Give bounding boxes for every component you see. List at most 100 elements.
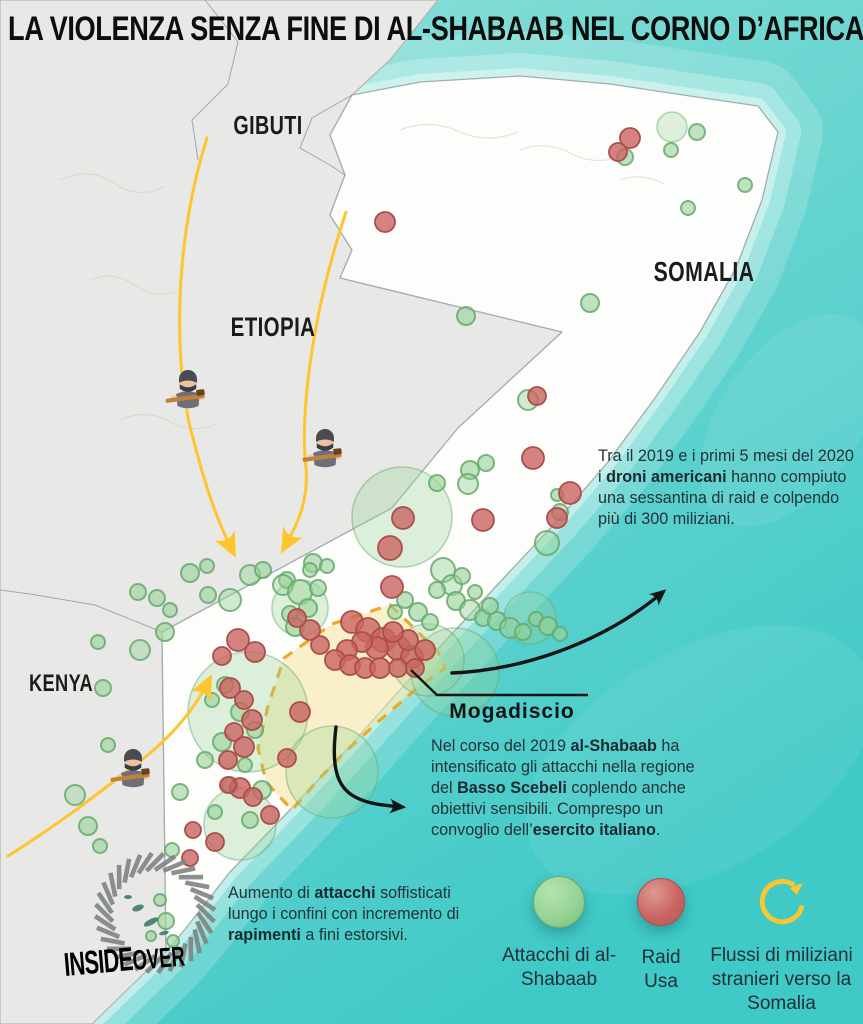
country-label-gibuti: GIBUTI	[233, 110, 303, 140]
attack-marker	[663, 142, 679, 158]
page-title: LA VIOLENZA SENZA FINE DI AL-SHABAAB NEL…	[8, 10, 863, 48]
attack-marker	[199, 558, 215, 574]
hatch-mark	[184, 880, 210, 890]
island	[143, 917, 159, 927]
attack-marker	[237, 757, 253, 773]
attack-marker	[408, 602, 428, 622]
hatch-mark	[167, 947, 182, 973]
hatch-mark	[122, 858, 132, 884]
attack-marker	[457, 473, 479, 495]
attack-marker	[428, 581, 446, 599]
attack-marker	[157, 912, 175, 930]
raid-marker	[243, 787, 263, 807]
attack-marker	[319, 558, 335, 574]
logo-inside-text: INSIDE	[62, 940, 134, 983]
attack-marker	[534, 530, 560, 556]
country-border	[299, 94, 353, 176]
country-label-etiopia: ETIOPIA	[230, 312, 316, 342]
hatch-mark	[189, 886, 215, 901]
country-border	[191, 0, 239, 161]
attack-marker	[153, 893, 167, 907]
city-label-mogadiscio: Mogadiscio	[449, 700, 575, 723]
raid-marker	[241, 709, 263, 731]
attack-marker	[78, 816, 98, 836]
country-border	[0, 589, 163, 633]
annotation-basso-scebeli: Nel corso del 2019 al-Shabaab ha intensi…	[431, 737, 695, 840]
hatch-mark	[193, 894, 217, 912]
attack-marker	[396, 591, 414, 609]
raid-marker	[380, 575, 404, 599]
attack-marker	[218, 588, 242, 612]
attack-marker	[92, 838, 108, 854]
hatch-mark	[94, 902, 115, 924]
attack-marker	[100, 737, 116, 753]
mogadiscio-leader-line	[410, 669, 588, 697]
attack-marker	[552, 626, 568, 642]
legend-label-flows: Flussi di miliziani stranieri verso la S…	[710, 945, 853, 1014]
raid-circle-icon	[637, 878, 685, 926]
hatch-mark	[195, 920, 209, 945]
attack-marker	[514, 623, 532, 641]
annotation-us-drones: Tra il 2019 e i primi 5 mesi del 2020 i …	[598, 447, 854, 529]
hatch-mark	[144, 953, 166, 974]
hatch-mark	[100, 936, 126, 946]
attack-marker	[129, 639, 151, 661]
raid-marker	[244, 641, 266, 663]
attack-marker	[64, 784, 86, 806]
attack-marker	[148, 589, 166, 607]
raid-marker	[226, 628, 250, 652]
hatch-mark	[144, 852, 166, 873]
raid-marker	[558, 481, 582, 505]
terrain-line	[119, 413, 217, 430]
raid-marker	[224, 722, 244, 742]
attack-marker	[207, 804, 223, 820]
attack-area-marker	[656, 111, 688, 143]
country-label-somalia: SOMALIA	[653, 256, 755, 287]
raid-marker	[527, 386, 547, 406]
raid-marker	[521, 446, 545, 470]
hatch-mark	[178, 942, 188, 968]
attack-marker	[302, 562, 318, 578]
raid-marker	[219, 677, 241, 699]
terrain-line	[619, 176, 665, 185]
attack-marker	[241, 811, 259, 829]
attack-area-marker	[285, 725, 379, 819]
attack-circle-icon	[533, 876, 585, 928]
attack-marker	[387, 604, 403, 620]
attack-marker	[254, 561, 272, 579]
hatch-mark	[162, 859, 187, 873]
raid-marker	[388, 658, 408, 678]
annotation-arrow	[332, 725, 407, 814]
attack-marker	[421, 613, 439, 631]
raid-marker	[218, 750, 238, 770]
hatch-mark	[133, 954, 157, 972]
raid-marker	[382, 621, 404, 643]
raid-marker	[369, 657, 391, 679]
raid-marker	[391, 506, 415, 530]
hatch-mark	[96, 891, 114, 915]
attack-marker	[155, 622, 175, 642]
attack-marker	[487, 611, 507, 631]
attack-marker	[94, 679, 112, 697]
attack-marker	[477, 454, 495, 472]
hatch-mark	[114, 950, 140, 960]
hatch-mark	[195, 902, 216, 924]
attack-marker	[196, 751, 214, 769]
attack-marker	[180, 563, 200, 583]
hatch-mark	[192, 928, 202, 954]
attack-marker	[204, 692, 220, 708]
raid-marker	[608, 142, 628, 162]
annotation-arrow	[450, 589, 667, 675]
hatch-mark	[156, 951, 174, 975]
hatch-mark	[93, 914, 117, 932]
flow-arrow-icon	[754, 874, 810, 930]
raid-marker	[310, 635, 330, 655]
terrain-line	[519, 145, 623, 162]
raid-marker	[414, 639, 436, 661]
flow-arrow	[280, 210, 348, 554]
attack-marker	[538, 616, 558, 636]
attack-marker	[680, 200, 696, 216]
attack-marker	[162, 602, 178, 618]
